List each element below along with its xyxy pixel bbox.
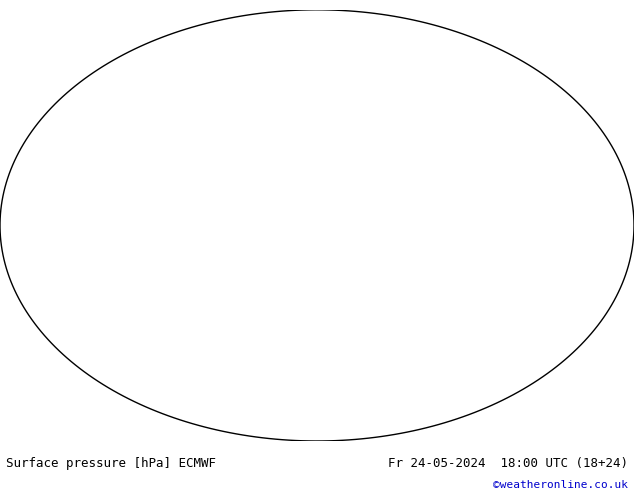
Text: 988: 988 xyxy=(126,365,133,378)
Text: Fr 24-05-2024  18:00 UTC (18+24): Fr 24-05-2024 18:00 UTC (18+24) xyxy=(387,457,628,469)
Polygon shape xyxy=(0,10,634,441)
Point xyxy=(312,221,322,229)
Text: 996: 996 xyxy=(261,367,273,381)
Text: Surface pressure [hPa] ECMWF: Surface pressure [hPa] ECMWF xyxy=(6,457,216,469)
Point xyxy=(312,221,322,229)
Text: 1020: 1020 xyxy=(458,264,477,276)
Point xyxy=(312,221,322,229)
Text: 1000: 1000 xyxy=(115,333,134,347)
Text: 996: 996 xyxy=(556,331,571,344)
Point xyxy=(312,221,322,229)
Text: 1008: 1008 xyxy=(37,113,51,131)
Point xyxy=(312,221,322,229)
Text: 1004: 1004 xyxy=(417,421,435,427)
Text: 1013: 1013 xyxy=(57,92,74,115)
Text: 1008: 1008 xyxy=(337,399,356,408)
Text: 1016: 1016 xyxy=(50,126,63,145)
Text: 1013: 1013 xyxy=(474,56,497,72)
Point xyxy=(312,221,322,229)
Point xyxy=(312,221,322,229)
Point xyxy=(312,221,322,229)
Text: 1016: 1016 xyxy=(441,311,460,326)
Point xyxy=(312,221,322,229)
Text: 988: 988 xyxy=(231,364,246,376)
Text: 1000: 1000 xyxy=(254,53,273,61)
Point xyxy=(312,221,322,229)
Text: 1024: 1024 xyxy=(245,130,263,145)
Point xyxy=(312,221,322,229)
Text: 1012: 1012 xyxy=(187,329,202,347)
Point xyxy=(312,221,322,229)
Text: 1020: 1020 xyxy=(211,156,227,173)
Text: 1016: 1016 xyxy=(261,304,278,319)
Text: 1012: 1012 xyxy=(23,144,41,160)
Text: 1004: 1004 xyxy=(589,315,608,326)
Point xyxy=(312,221,322,229)
Point xyxy=(312,221,322,229)
Text: 1013: 1013 xyxy=(578,284,601,302)
Text: 1020: 1020 xyxy=(145,264,163,273)
Text: 1000: 1000 xyxy=(439,372,453,391)
Text: 996: 996 xyxy=(82,336,98,347)
Text: 1004: 1004 xyxy=(284,48,299,66)
Text: 1008: 1008 xyxy=(533,324,550,342)
Text: 1020: 1020 xyxy=(269,264,288,277)
Point xyxy=(312,221,322,229)
Text: 1000: 1000 xyxy=(219,385,235,402)
Text: 996: 996 xyxy=(401,335,415,347)
Text: 1020: 1020 xyxy=(89,162,108,174)
Text: 992: 992 xyxy=(251,337,265,350)
Text: 1008: 1008 xyxy=(280,102,299,110)
Text: 1004: 1004 xyxy=(204,368,213,386)
Text: 1016: 1016 xyxy=(139,320,158,334)
Text: ©weatheronline.co.uk: ©weatheronline.co.uk xyxy=(493,480,628,490)
Point xyxy=(312,221,322,229)
Point xyxy=(312,221,322,229)
Polygon shape xyxy=(0,10,634,441)
Text: 980: 980 xyxy=(99,375,113,384)
Point xyxy=(312,221,322,229)
Point xyxy=(312,221,322,229)
Point xyxy=(312,221,322,229)
Text: 988: 988 xyxy=(562,342,575,357)
Point xyxy=(312,221,322,229)
Text: 1012: 1012 xyxy=(157,65,175,71)
Text: 1004: 1004 xyxy=(152,384,163,403)
Text: 1000: 1000 xyxy=(543,345,552,364)
Point xyxy=(312,221,322,229)
Text: 992: 992 xyxy=(405,362,418,376)
Point xyxy=(312,221,322,229)
Text: 1016: 1016 xyxy=(238,109,257,121)
Point xyxy=(312,221,322,229)
Point xyxy=(312,221,322,229)
Point xyxy=(312,221,322,229)
Point xyxy=(312,221,322,229)
Text: 992: 992 xyxy=(565,332,579,343)
Text: 1016: 1016 xyxy=(415,136,434,151)
Text: 984: 984 xyxy=(99,351,113,358)
Text: 992: 992 xyxy=(74,350,86,365)
